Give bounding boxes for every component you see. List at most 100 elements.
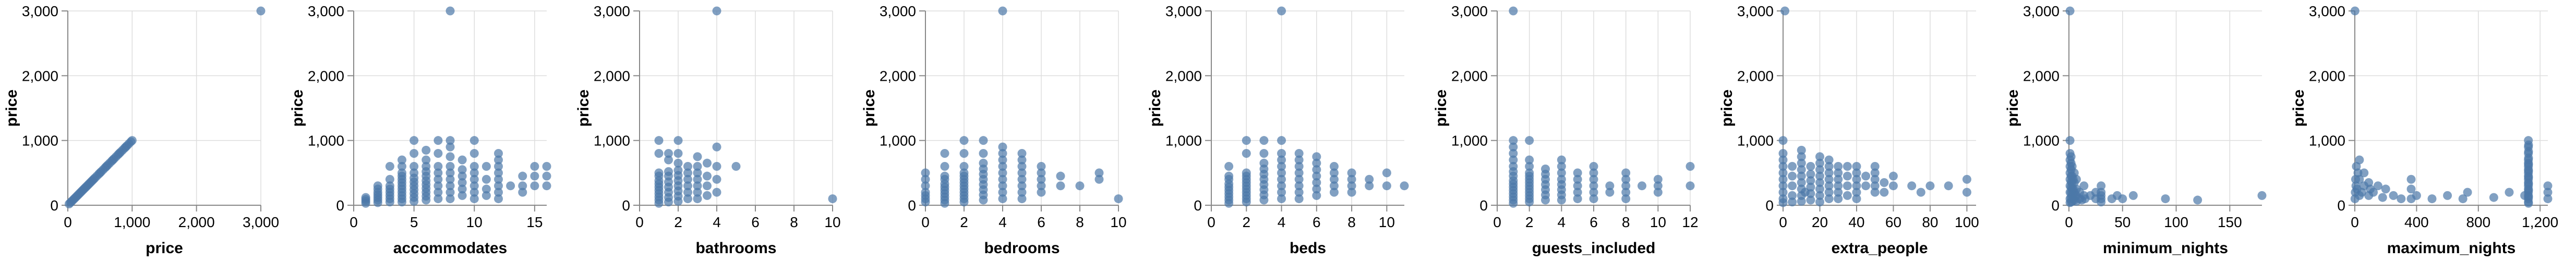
data-point [127, 136, 137, 145]
y-axis-title: price [2004, 90, 2021, 127]
data-point [1778, 168, 1788, 178]
data-point [1017, 188, 1027, 197]
y-tick-label: 2,000 [880, 68, 916, 84]
data-point [1557, 155, 1566, 165]
data-point [673, 166, 683, 175]
data-point [693, 161, 702, 171]
data-point [979, 158, 988, 168]
y-tick-label: 2,000 [594, 68, 630, 84]
data-point [664, 167, 673, 176]
x-tick-label: 100 [1955, 214, 1979, 230]
data-point [398, 155, 406, 165]
data-point [2505, 188, 2514, 197]
y-tick-label: 3,000 [1737, 3, 1774, 19]
data-point [1037, 188, 1046, 197]
x-tick-label: 0 [1493, 214, 1501, 230]
x-tick-label: 1,000 [114, 214, 150, 230]
data-point [2257, 191, 2267, 200]
data-point [2443, 191, 2452, 200]
data-point [1843, 161, 1852, 171]
y-tick-label: 1,000 [594, 133, 630, 149]
data-point [1242, 168, 1251, 178]
x-tick-label: 10 [466, 214, 483, 230]
data-point [1277, 155, 1286, 165]
data-point [1778, 161, 1788, 171]
x-tick-label: 15 [526, 214, 543, 230]
data-point [1824, 194, 1834, 204]
data-point [1114, 194, 1123, 204]
data-point [1778, 194, 1788, 204]
data-point [1589, 168, 1598, 178]
data-point [1259, 158, 1269, 168]
data-point [1778, 188, 1788, 197]
data-point [1815, 165, 1824, 175]
data-point [1653, 181, 1663, 191]
data-point [683, 168, 692, 178]
data-point [1277, 181, 1286, 191]
data-point [1224, 161, 1234, 171]
data-point [1843, 191, 1852, 200]
data-point [654, 168, 664, 178]
data-point [494, 168, 503, 178]
data-point [1880, 188, 1889, 197]
data-point [2381, 184, 2390, 194]
data-point [1094, 175, 1104, 184]
data-point [712, 188, 721, 197]
data-point [482, 191, 491, 200]
x-tick-label: 60 [1885, 214, 1901, 230]
data-point [1852, 168, 1861, 178]
data-point [494, 175, 503, 184]
data-point [1017, 175, 1027, 184]
x-tick-label: 20 [1812, 214, 1828, 230]
y-tick-label: 1,000 [880, 133, 916, 149]
x-tick-label: 80 [1922, 214, 1938, 230]
data-point [2412, 191, 2421, 200]
data-point [1329, 181, 1339, 191]
data-point [2193, 195, 2202, 205]
data-point [1797, 145, 1806, 155]
data-point [1852, 181, 1861, 191]
data-point [979, 136, 988, 145]
data-point [1037, 181, 1046, 191]
y-tick-label: 0 [50, 197, 58, 214]
data-point [518, 171, 527, 181]
data-point [1621, 194, 1631, 204]
data-point [1347, 188, 1356, 197]
data-point [1277, 168, 1286, 178]
data-point [542, 171, 551, 181]
data-point [1907, 181, 1917, 191]
data-point [1277, 188, 1286, 197]
points-group [361, 6, 551, 208]
data-point [1589, 161, 1598, 171]
data-point [1312, 184, 1321, 194]
data-point [361, 193, 370, 202]
x-axis-title: bathrooms [695, 240, 776, 257]
data-point [1861, 171, 1871, 181]
data-point [693, 181, 702, 191]
data-point [1797, 165, 1806, 175]
data-point [1017, 181, 1027, 191]
data-point [470, 149, 479, 158]
data-point [1788, 197, 1797, 207]
y-axis-title: price [2290, 90, 2307, 127]
x-tick-label: 4 [1558, 214, 1566, 230]
data-point [434, 194, 443, 204]
data-point [1094, 168, 1104, 178]
x-tick-label: 40 [1848, 214, 1864, 230]
data-point [1870, 188, 1880, 197]
x-tick-label: 8 [790, 214, 798, 230]
data-point [1806, 182, 1815, 192]
y-axis-title: price [575, 90, 592, 127]
data-point [998, 194, 1007, 204]
data-point [2458, 194, 2467, 204]
data-point [1589, 181, 1598, 191]
data-point [1870, 181, 1880, 191]
data-point [1347, 181, 1356, 191]
x-tick-label: 10 [1379, 214, 1395, 230]
y-axis-title: price [861, 90, 878, 127]
data-point [2389, 191, 2398, 200]
data-point [458, 171, 467, 181]
data-point [940, 149, 949, 158]
data-point [1329, 168, 1339, 178]
